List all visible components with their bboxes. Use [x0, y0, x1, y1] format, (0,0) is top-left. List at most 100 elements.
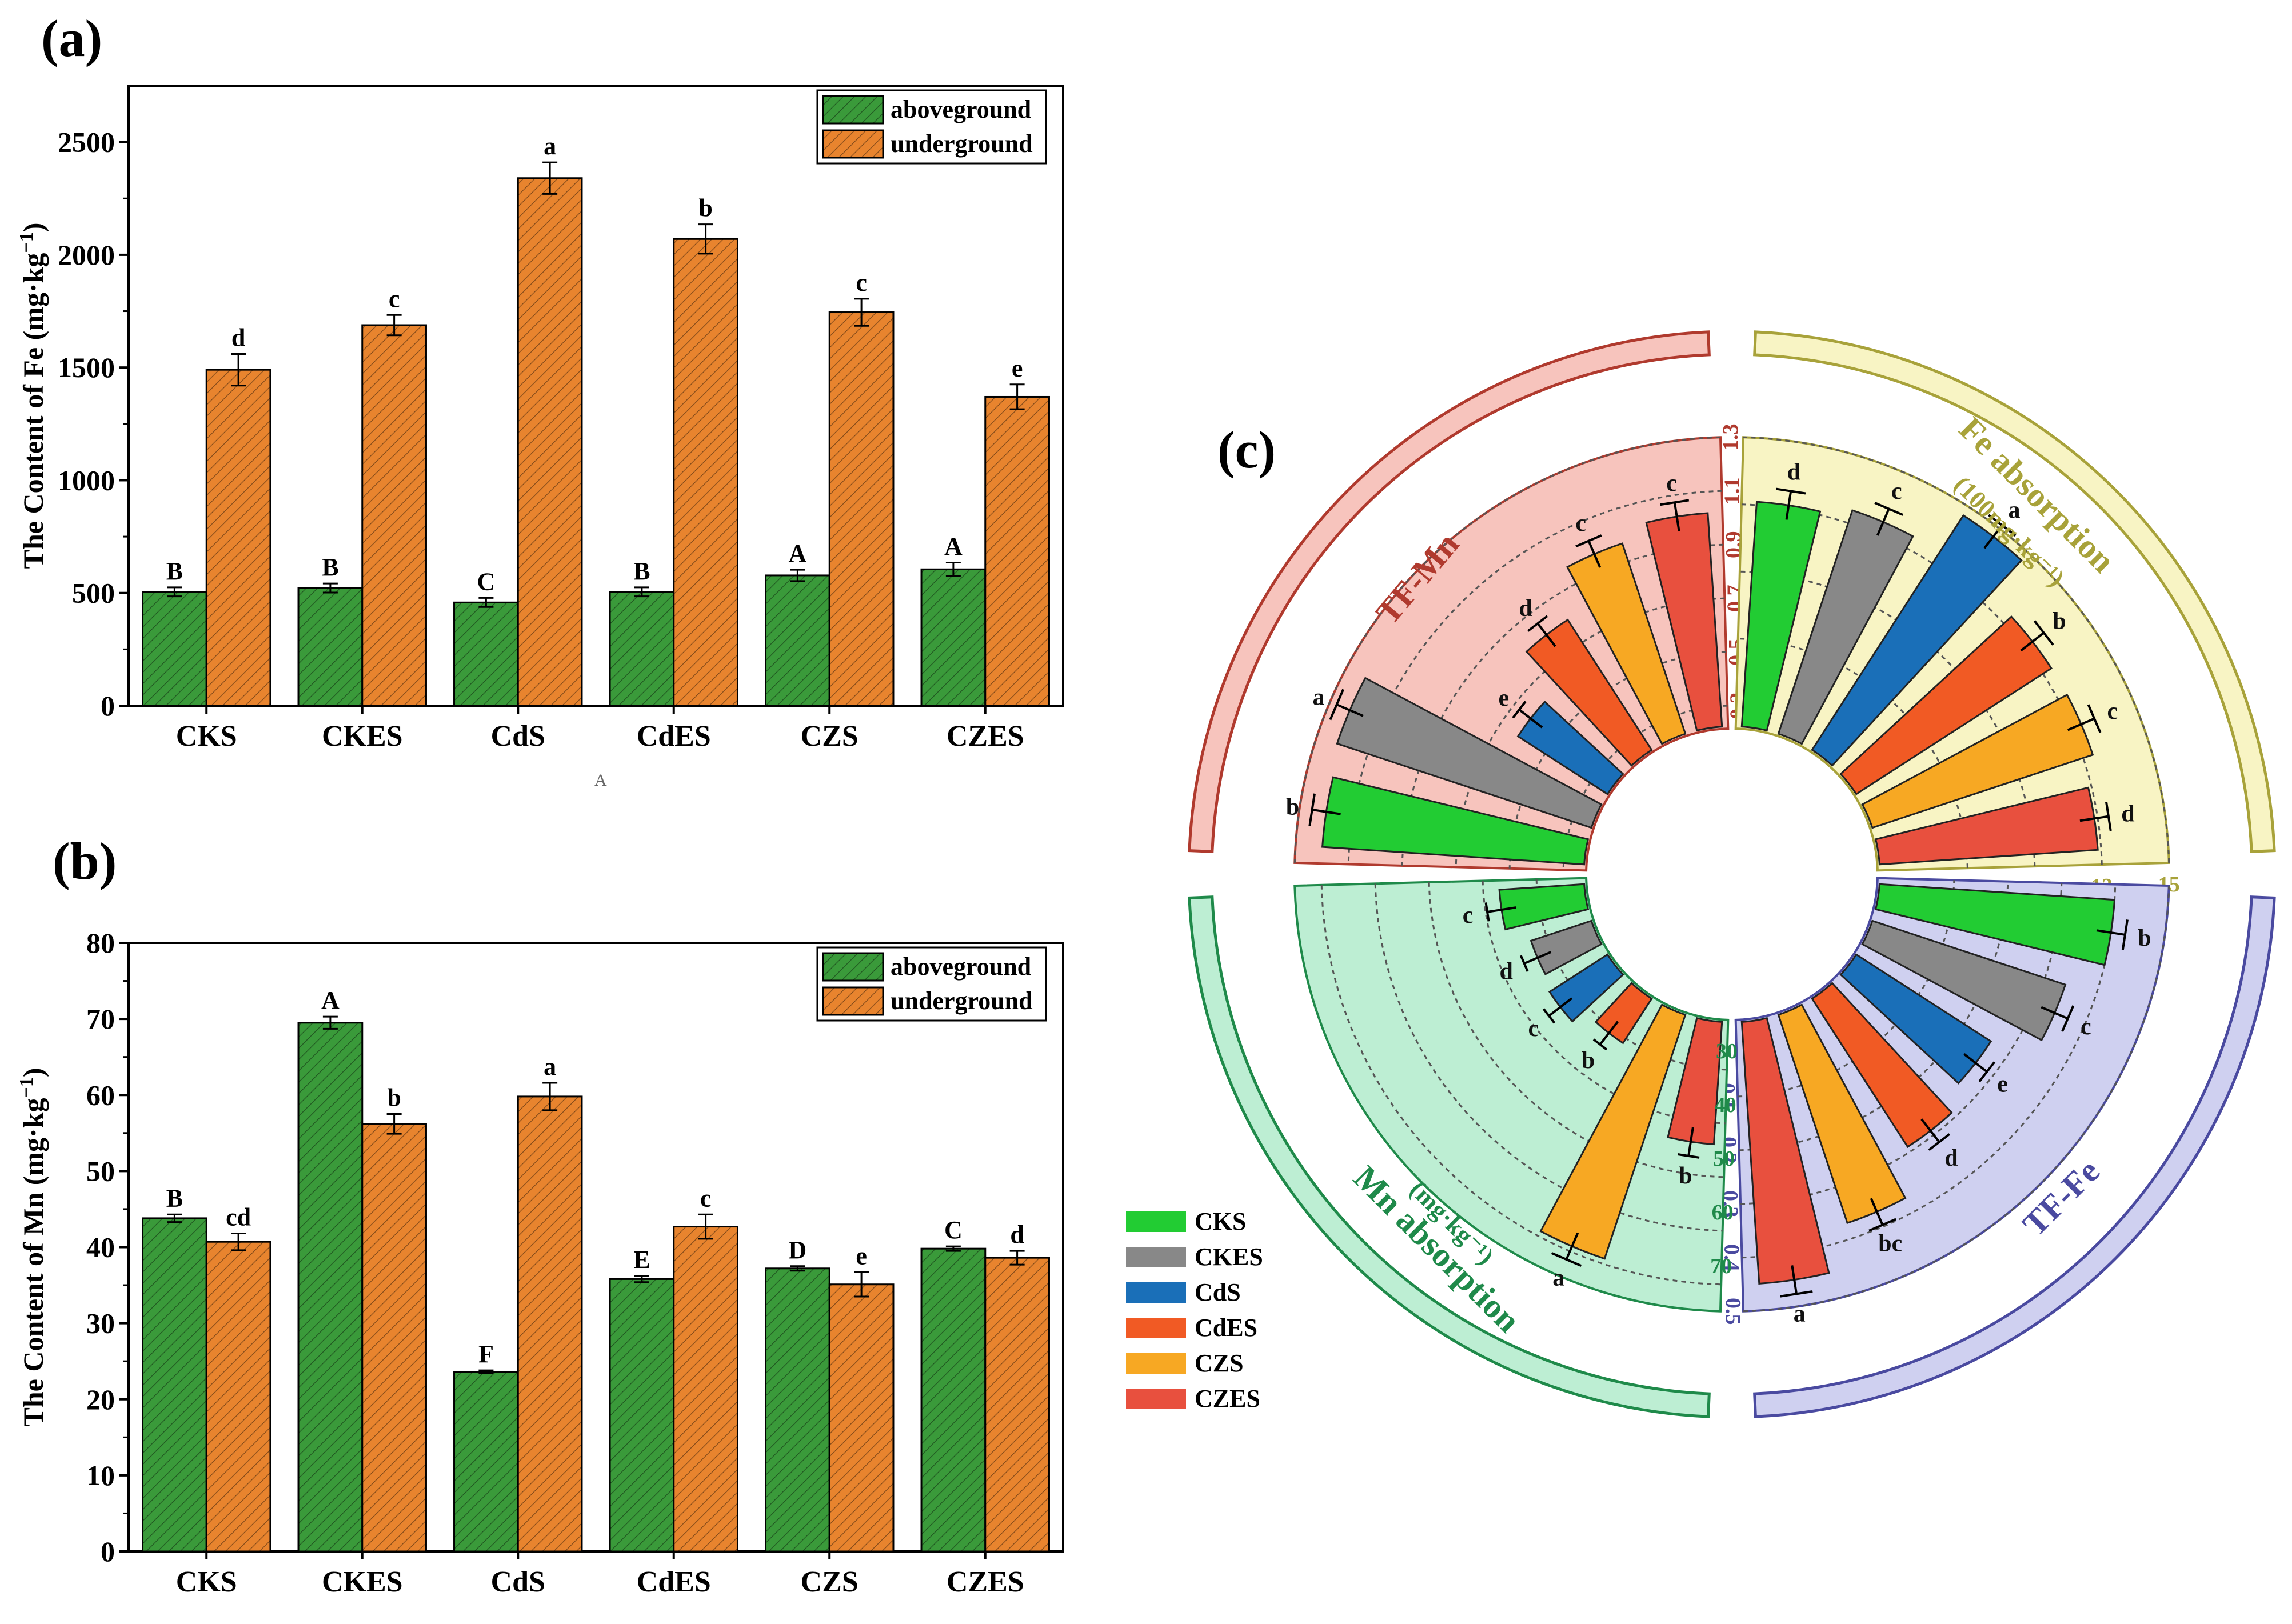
legend-label-CZS: CZS — [1195, 1349, 1244, 1377]
legend-swatch-hatch — [823, 130, 883, 158]
Mn absorption-significance-letter: a — [1552, 1265, 1564, 1291]
significance-letter: cd — [226, 1203, 251, 1231]
Fe absorption-error-cap — [1776, 487, 1806, 495]
underground-bar-hatch — [518, 1096, 582, 1551]
significance-letter: A — [321, 986, 340, 1014]
legend-swatch-hatch — [823, 953, 883, 981]
Mn absorption-error-bar — [1599, 1021, 1619, 1046]
significance-letter: c — [856, 269, 867, 297]
legend-label: underground — [891, 987, 1033, 1015]
Mn absorption-error-cap — [1484, 902, 1490, 922]
TF-Fe-error-bar — [2041, 1006, 2069, 1020]
Mn absorption-outer-arc — [1188, 895, 1711, 1418]
x-tick-label: CdS — [491, 1566, 545, 1598]
Mn absorption-tick-label: 70 — [1710, 1254, 1732, 1278]
TF-Fe-significance-letter: bc — [1878, 1230, 1902, 1257]
Fe absorption-bar-CdS — [1811, 514, 2023, 767]
significance-letter: a — [544, 132, 556, 160]
TF-Mn-bar-CKS — [1321, 776, 1590, 866]
legend-label: aboveground — [891, 953, 1031, 981]
significance-letter: B — [166, 1184, 183, 1212]
TF-Fe-error-cap — [2121, 919, 2129, 950]
TF-Mn-outer-arc — [1188, 330, 1711, 853]
legend-label-CdS: CdS — [1195, 1278, 1241, 1306]
significance-letter: A — [944, 532, 963, 560]
Mn absorption-significance-letter: c — [1463, 902, 1474, 929]
TF-Fe-error-cap — [2061, 1005, 2075, 1032]
TF-Fe-grid-ring — [1738, 880, 1955, 1098]
y-tick-label: 2000 — [58, 239, 115, 271]
TF-Fe-error-bar — [1920, 1118, 1940, 1143]
TF-Mn-grid-ring — [1347, 490, 1722, 865]
Mn absorption-grid-ring — [1320, 885, 1722, 1286]
underground-bar-hatch — [362, 1123, 426, 1551]
TF-Mn-error-cap — [1660, 499, 1690, 506]
significance-letter: B — [322, 553, 338, 581]
y-tick-label: 20 — [86, 1383, 115, 1415]
Mn absorption-error-cap — [1519, 955, 1529, 972]
Mn absorption-error-cap — [1542, 1008, 1556, 1024]
underground-bar-hatch — [829, 1284, 893, 1551]
TF-Fe-error-bar — [1791, 1265, 1798, 1295]
Fe absorption-bar-CdES — [1839, 615, 2053, 795]
chart-c-legend: CKS CKES CdS CdES CZS CZES — [1126, 1207, 1263, 1413]
aboveground-bar-hatch — [610, 591, 674, 706]
significance-letter: C — [477, 567, 495, 595]
panel-label-b: (b) — [53, 832, 117, 890]
x-tick-label: CZS — [801, 1566, 858, 1598]
TF-Mn-significance-letter: b — [1286, 794, 1299, 821]
TF-Fe-grid-ring — [1739, 881, 2009, 1151]
underground-bar-hatch — [673, 239, 738, 706]
underground-bar-hatch — [362, 325, 426, 706]
TF-Mn-significance-letter: c — [1666, 470, 1677, 497]
chart-b-mn-content: 0 10 20 30 40 50 60 70 80 The Content of Mn (mg·k… — [16, 927, 1064, 1598]
stray-mark-a: A — [594, 771, 607, 790]
legend-label-CZES: CZES — [1195, 1385, 1260, 1413]
Mn absorption-error-cap — [1592, 1038, 1608, 1051]
TF-Fe-significance-letter: c — [2081, 1014, 2091, 1040]
aboveground-bar-hatch — [298, 588, 362, 706]
Fe absorption-error-cap — [2033, 620, 2054, 646]
TF-Fe-bar-CKES — [1861, 919, 2067, 1042]
Fe absorption-error-bar — [1983, 524, 2003, 549]
TF-Fe-grid-ring — [1742, 884, 2117, 1259]
TF-Mn-grid-ring — [1401, 543, 1723, 866]
TF-Fe-outer-arc — [1753, 895, 2276, 1418]
TF-Fe-error-bar — [1870, 1198, 1884, 1226]
chart-c-polar-bars: baedcc0.30.50.70.91.11.3TF-Mndcabcd91113… — [1188, 330, 2276, 1418]
Mn absorption-tick-label: 40 — [1715, 1093, 1736, 1117]
panel-label-a: (a) — [41, 9, 102, 67]
y-tick-label: 500 — [72, 577, 115, 609]
significance-letter: c — [700, 1184, 712, 1212]
x-tick-label: CdES — [637, 1566, 711, 1598]
Mn absorption-error-cap — [1551, 1252, 1582, 1267]
y-tick-label: 1500 — [58, 351, 115, 383]
Fe absorption-error-bar — [2067, 717, 2095, 731]
legend-swatch-hatch — [823, 987, 883, 1015]
Fe absorption-outer-arc — [1753, 330, 2276, 853]
TF-Mn-error-cap — [1308, 793, 1316, 826]
significance-letter: A — [788, 539, 806, 567]
aboveground-bar-hatch — [142, 591, 207, 706]
TF-Mn-bar-CdES — [1525, 618, 1653, 767]
TF-Mn-bar-CKES — [1336, 677, 1603, 829]
TF-Fe-error-cap — [1978, 1061, 1996, 1082]
aboveground-bar-hatch — [921, 1249, 985, 1551]
significance-letter: d — [231, 324, 245, 352]
legend-label: aboveground — [891, 95, 1031, 123]
Mn absorption-grid-ring — [1535, 879, 1727, 1071]
underground-bar-hatch — [206, 370, 270, 706]
Mn absorption-grid-ring — [1482, 881, 1726, 1125]
x-tick-label: CKES — [322, 1566, 403, 1598]
TF-Mn-error-cap — [1512, 701, 1527, 719]
TF-Mn-significance-letter: e — [1498, 685, 1509, 711]
TF-Mn-grid-ring — [1508, 651, 1726, 869]
significance-letter: D — [788, 1236, 806, 1264]
Mn absorption-significance-letter: b — [1679, 1163, 1692, 1189]
TF-Fe-bar-CdES — [1811, 982, 1953, 1149]
x-tick-label: CdS — [491, 720, 545, 753]
Fe absorption-significance-letter: c — [2107, 698, 2118, 725]
TF-Mn-significance-letter: c — [1575, 510, 1586, 537]
y-tick-label: 10 — [86, 1459, 115, 1491]
TF-Mn-error-bar — [1336, 703, 1364, 717]
